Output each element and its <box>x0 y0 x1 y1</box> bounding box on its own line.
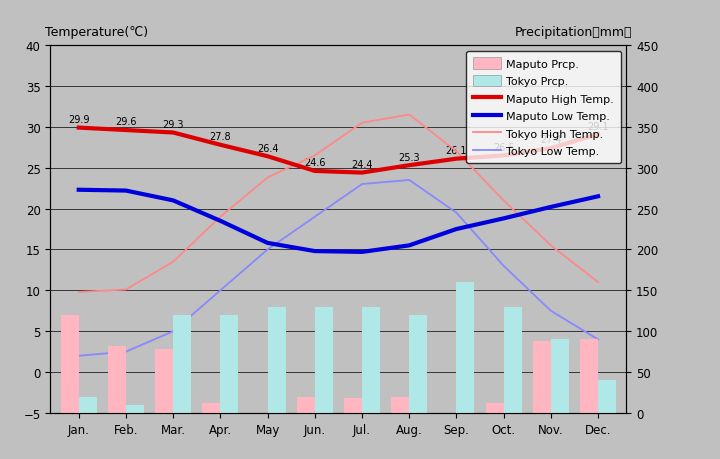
Text: 24.4: 24.4 <box>351 160 373 170</box>
Maputo Low Temp. <box>168 198 177 204</box>
Text: 27.8: 27.8 <box>210 132 231 142</box>
Bar <box>297 397 315 413</box>
Bar <box>60 315 78 413</box>
Tokyo Low Temp. <box>264 247 272 252</box>
Bar <box>362 307 380 413</box>
Tokyo Low Temp. <box>122 349 130 355</box>
Maputo High Temp. <box>122 128 130 134</box>
Text: 29.1: 29.1 <box>588 121 609 131</box>
Maputo Low Temp. <box>358 250 366 255</box>
Line: Maputo High Temp.: Maputo High Temp. <box>78 129 598 173</box>
Line: Tokyo High Temp.: Tokyo High Temp. <box>78 115 598 292</box>
Bar <box>409 315 427 413</box>
Text: Temperature(℃): Temperature(℃) <box>45 26 148 39</box>
Tokyo High Temp. <box>358 121 366 126</box>
Text: 29.6: 29.6 <box>115 117 137 127</box>
Maputo Low Temp. <box>310 249 319 254</box>
Tokyo High Temp. <box>310 153 319 159</box>
Bar <box>173 315 191 413</box>
Tokyo Low Temp. <box>74 353 83 359</box>
Tokyo High Temp. <box>216 214 225 220</box>
Text: 26.4: 26.4 <box>257 143 279 153</box>
Text: 27.4: 27.4 <box>540 135 562 145</box>
Bar <box>202 403 220 413</box>
Bar <box>344 398 362 413</box>
Tokyo High Temp. <box>264 175 272 181</box>
Tokyo High Temp. <box>405 112 413 118</box>
Tokyo High Temp. <box>168 259 177 265</box>
Line: Tokyo Low Temp.: Tokyo Low Temp. <box>78 180 598 356</box>
Tokyo Low Temp. <box>546 308 555 314</box>
Bar <box>315 307 333 413</box>
Bar <box>220 315 238 413</box>
Tokyo High Temp. <box>500 198 508 204</box>
Bar <box>504 307 521 413</box>
Maputo Low Temp. <box>405 243 413 249</box>
Maputo Low Temp. <box>452 227 461 232</box>
Bar <box>391 397 409 413</box>
Maputo High Temp. <box>594 132 603 138</box>
Maputo High Temp. <box>452 157 461 162</box>
Bar <box>580 340 598 413</box>
Maputo Low Temp. <box>594 194 603 200</box>
Maputo High Temp. <box>168 130 177 136</box>
Tokyo High Temp. <box>594 280 603 285</box>
Maputo Low Temp. <box>74 188 83 193</box>
Maputo High Temp. <box>74 126 83 131</box>
Maputo High Temp. <box>500 153 508 159</box>
Maputo Low Temp. <box>122 188 130 194</box>
Maputo High Temp. <box>405 163 413 168</box>
Maputo High Temp. <box>358 170 366 176</box>
Tokyo High Temp. <box>452 149 461 155</box>
Bar <box>268 307 286 413</box>
Text: 24.6: 24.6 <box>304 158 325 168</box>
Text: 26.5: 26.5 <box>492 143 515 152</box>
Line: Maputo Low Temp.: Maputo Low Temp. <box>78 190 598 252</box>
Tokyo High Temp. <box>74 290 83 295</box>
Tokyo Low Temp. <box>452 210 461 216</box>
Bar <box>598 381 616 413</box>
Tokyo Low Temp. <box>594 337 603 342</box>
Maputo High Temp. <box>264 154 272 160</box>
Tokyo Low Temp. <box>168 329 177 334</box>
Maputo High Temp. <box>310 169 319 174</box>
Tokyo High Temp. <box>546 243 555 249</box>
Bar <box>551 340 569 413</box>
Legend: Maputo Prcp., Tokyo Prcp., Maputo High Temp., Maputo Low Temp., Tokyo High Temp.: Maputo Prcp., Tokyo Prcp., Maputo High T… <box>467 51 621 164</box>
Maputo Low Temp. <box>546 205 555 210</box>
Bar <box>78 397 96 413</box>
Bar <box>486 403 504 413</box>
Maputo Low Temp. <box>500 216 508 222</box>
Bar <box>533 341 551 413</box>
Bar <box>108 346 126 413</box>
Maputo Low Temp. <box>216 218 225 224</box>
Maputo Low Temp. <box>264 241 272 246</box>
Tokyo High Temp. <box>122 287 130 293</box>
Text: 25.3: 25.3 <box>398 152 420 162</box>
Text: Precipitation（mm）: Precipitation（mm） <box>515 26 632 39</box>
Tokyo Low Temp. <box>310 214 319 220</box>
Text: 26.1: 26.1 <box>446 146 467 156</box>
Bar <box>156 349 173 413</box>
Tokyo Low Temp. <box>216 288 225 293</box>
Maputo High Temp. <box>546 146 555 151</box>
Tokyo Low Temp. <box>358 182 366 187</box>
Tokyo Low Temp. <box>405 178 413 183</box>
Text: 29.9: 29.9 <box>68 115 89 125</box>
Tokyo Low Temp. <box>500 263 508 269</box>
Bar <box>126 405 144 413</box>
Maputo High Temp. <box>216 143 225 148</box>
Bar <box>456 283 474 413</box>
Text: 29.3: 29.3 <box>163 120 184 129</box>
